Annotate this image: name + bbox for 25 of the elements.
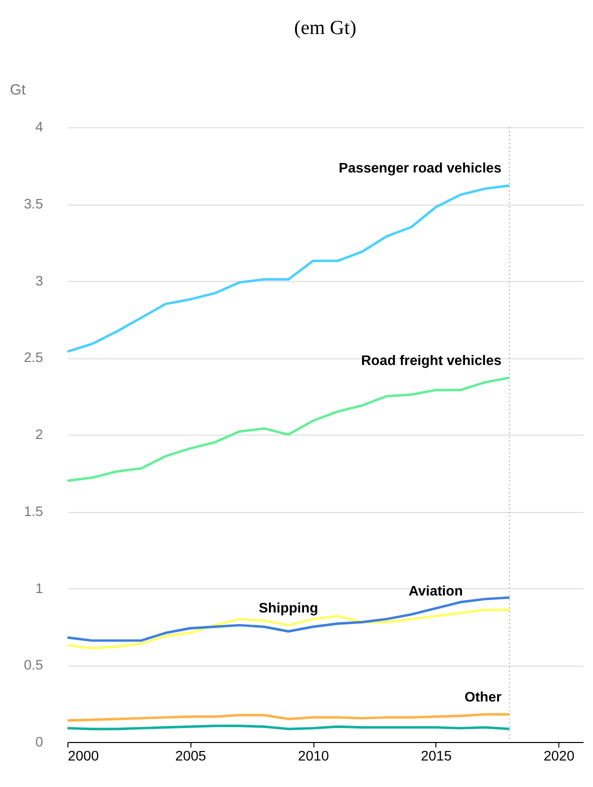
x-tick-label: 2015 [420,747,452,764]
y-tick-label: 3 [35,272,44,288]
line-series [66,713,511,722]
y-axis-title: Gt [10,82,26,98]
series-label: Road freight vehicles [361,352,502,368]
y-tick-label: 2.5 [24,349,44,366]
y-tick-label: 1.5 [24,502,44,519]
chart-title: (em Gt) [294,16,356,39]
line-series [66,184,511,353]
y-tick-label: 2 [35,426,44,442]
x-tick-label: 2005 [175,747,206,764]
y-tick-label: 0 [35,733,44,750]
y-tick-label: 3.5 [24,196,44,212]
series-label: Shipping [258,599,318,616]
line-series [66,596,511,642]
y-tick-label: 0.5 [24,656,44,673]
y-tick-label: 4 [35,118,44,135]
x-tick-label: 2010 [298,747,330,764]
x-tick-label: 2000 [68,747,100,764]
series-label: Aviation [408,582,463,598]
series-label: Other [464,688,502,704]
line-series [66,376,511,482]
y-tick-label: 1 [35,580,44,596]
series-label: Passenger road vehicles [338,160,502,176]
x-tick-label: 2020 [544,747,575,764]
